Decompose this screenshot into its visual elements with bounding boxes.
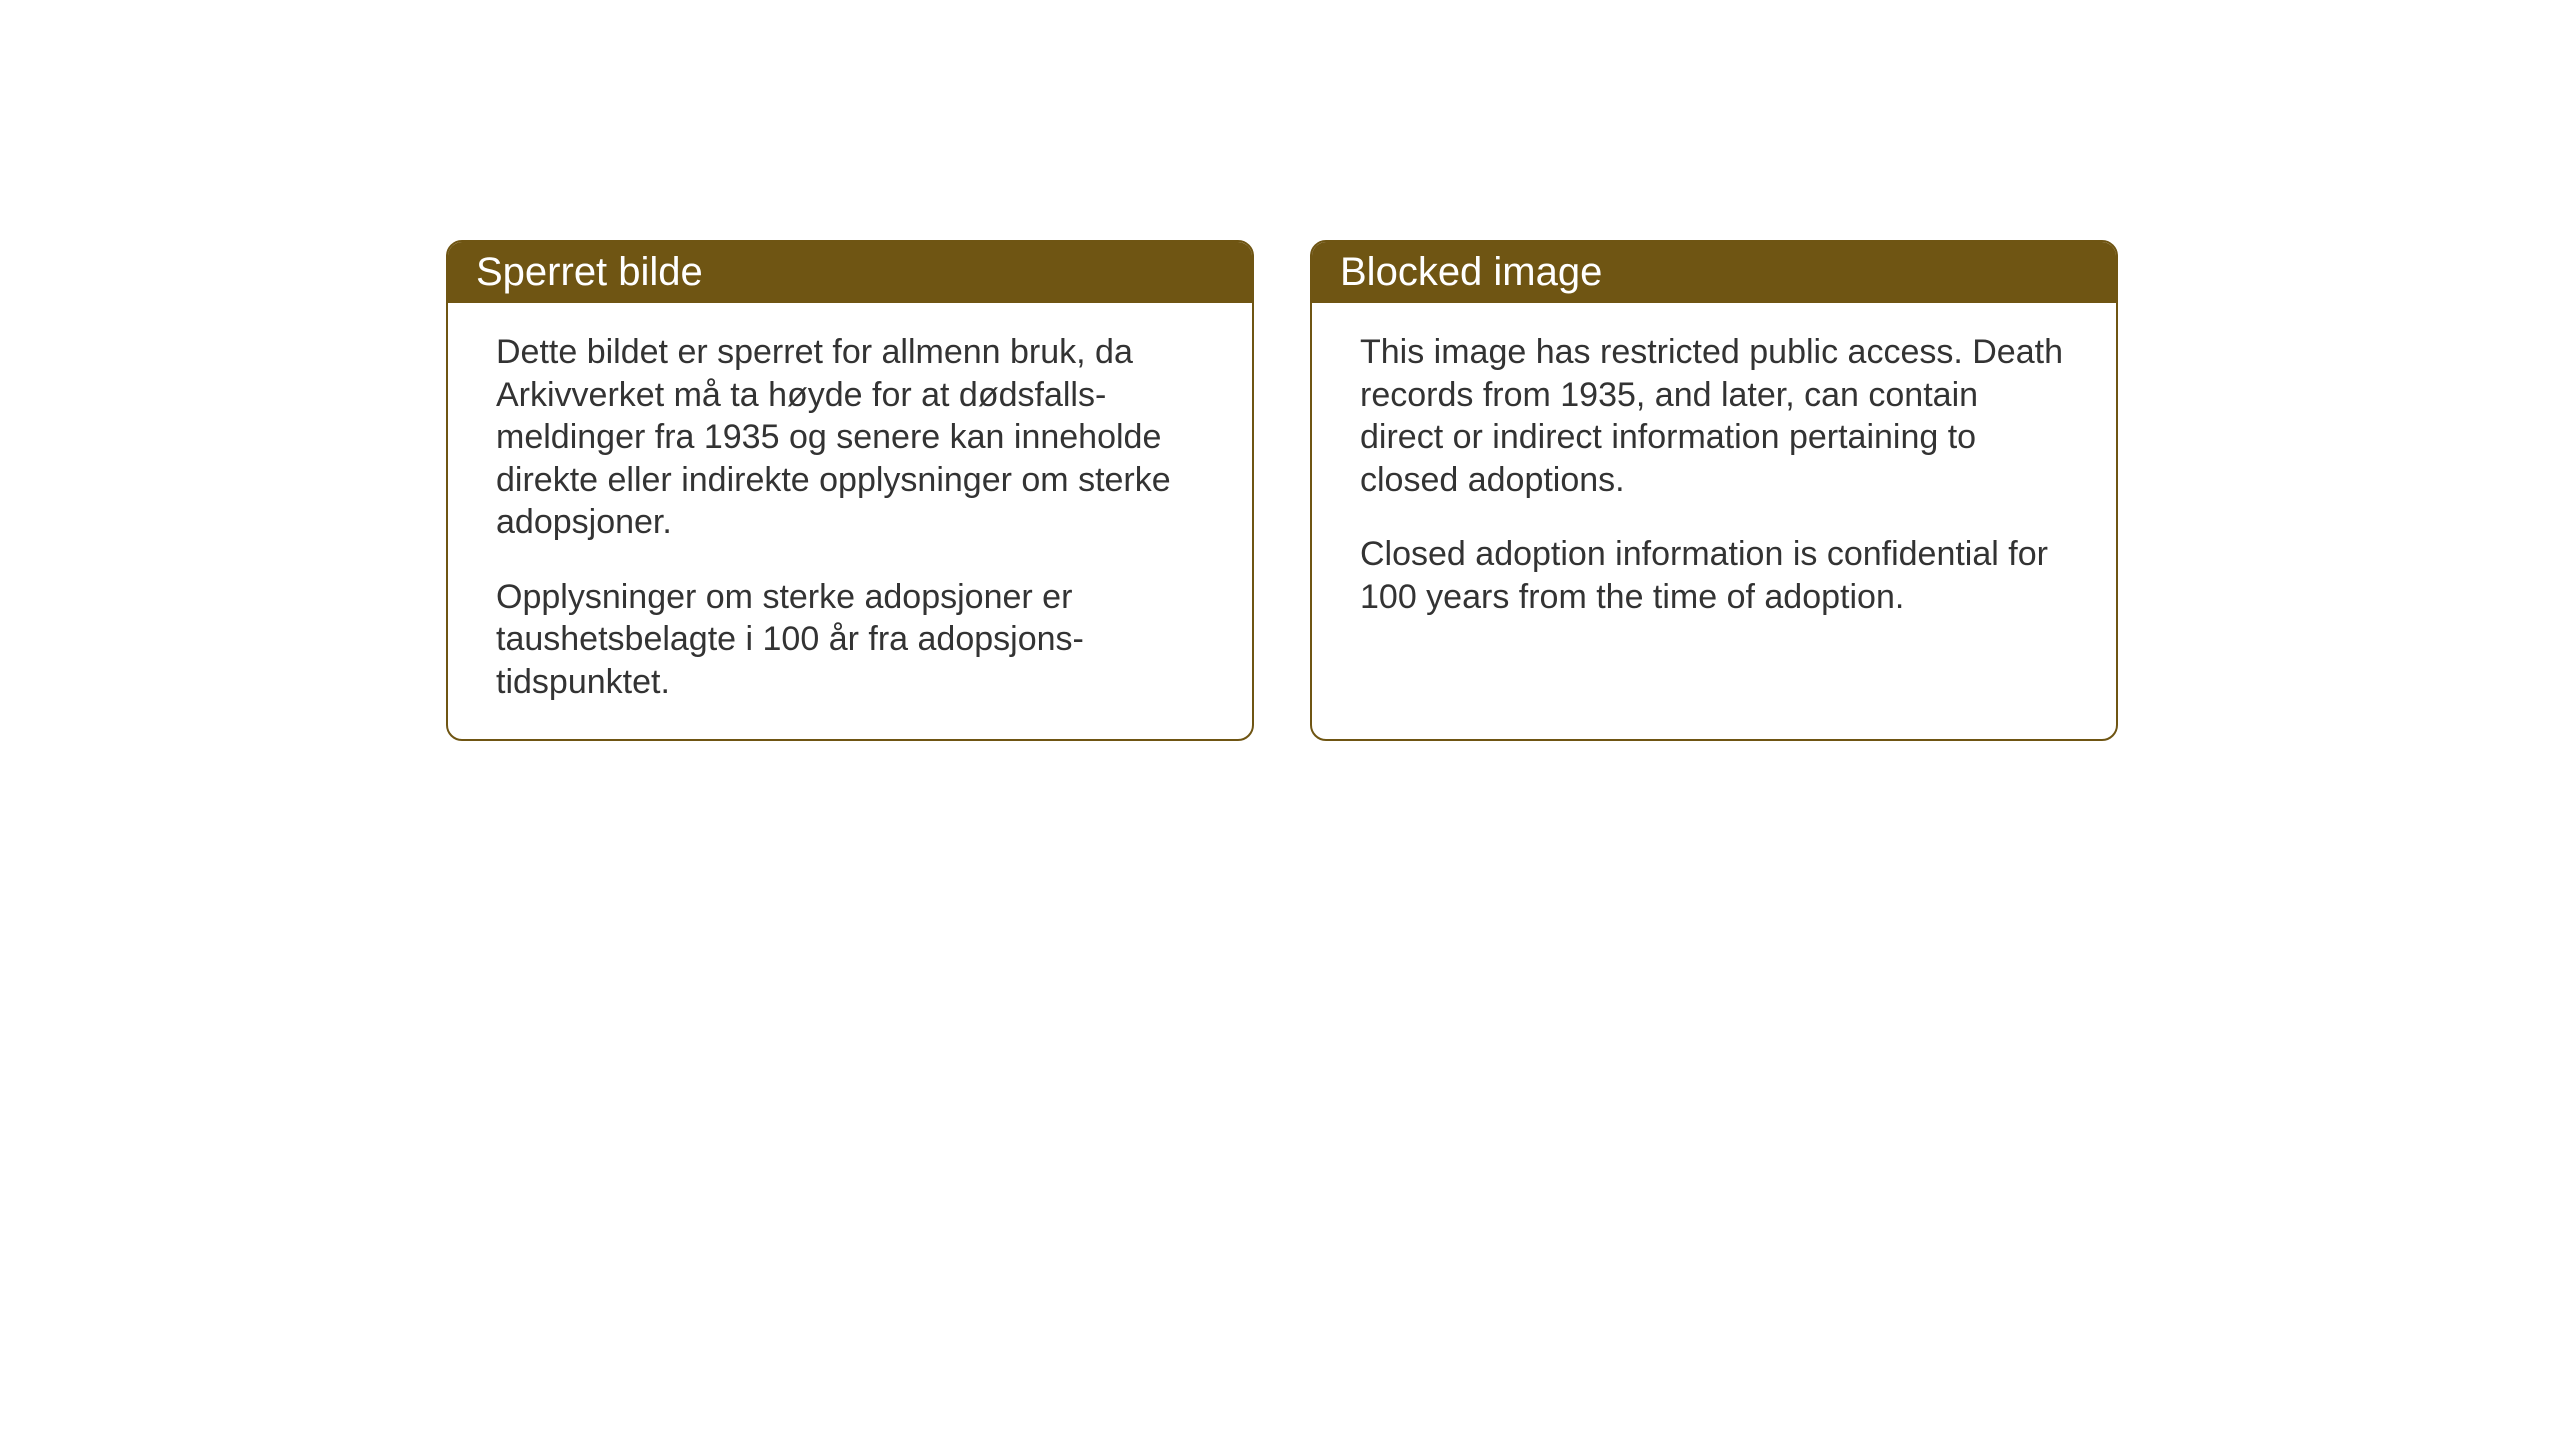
- english-card-body: This image has restricted public access.…: [1312, 303, 2116, 654]
- english-notice-card: Blocked image This image has restricted …: [1310, 240, 2118, 741]
- norwegian-notice-card: Sperret bilde Dette bildet er sperret fo…: [446, 240, 1254, 741]
- norwegian-paragraph-2: Opplysninger om sterke adopsjoner er tau…: [496, 576, 1204, 704]
- notice-container: Sperret bilde Dette bildet er sperret fo…: [446, 240, 2118, 741]
- english-paragraph-1: This image has restricted public access.…: [1360, 331, 2068, 501]
- norwegian-paragraph-1: Dette bildet er sperret for allmenn bruk…: [496, 331, 1204, 544]
- norwegian-card-body: Dette bildet er sperret for allmenn bruk…: [448, 303, 1252, 739]
- english-paragraph-2: Closed adoption information is confident…: [1360, 533, 2068, 618]
- norwegian-card-title: Sperret bilde: [448, 242, 1252, 303]
- english-card-title: Blocked image: [1312, 242, 2116, 303]
